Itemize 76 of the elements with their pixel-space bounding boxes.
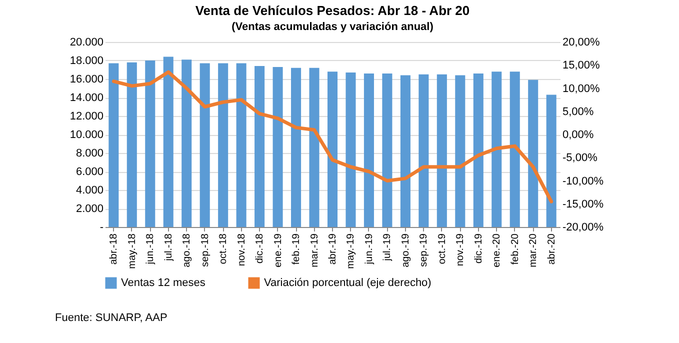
x-tick-label: oct.-18 [218, 233, 230, 264]
x-tick-label: abr.-20 [546, 233, 558, 265]
y-tick-label: 16.000 [70, 74, 104, 86]
legend-label: Variación porcentual (eje derecho) [264, 277, 432, 289]
bar [309, 68, 320, 227]
bar [272, 66, 283, 227]
source-note: Fuente: SUNARP, AAP [55, 312, 168, 324]
y2-tick-label: -10,00% [562, 175, 604, 188]
chart-title: Venta de Vehículos Pesados: Abr 18 - Abr 20 [195, 3, 470, 18]
bar [382, 73, 392, 227]
bar [108, 63, 119, 227]
x-tick-label: jun.-18 [145, 233, 156, 266]
x-tick-label: ene.-20 [492, 233, 503, 268]
y-tick-label: 8.000 [76, 148, 104, 160]
x-tick-label: jul.-19 [382, 233, 394, 262]
x-tick-label: may.-18 [126, 233, 138, 269]
y2-tick-label: -20,00% [562, 222, 604, 234]
y2-tick-label: 20,00% [562, 36, 600, 48]
y-tick-label: - [100, 222, 104, 234]
bar [182, 60, 192, 227]
x-tick-label: sep.-19 [418, 233, 430, 267]
x-tick-label: ene.-19 [272, 233, 284, 268]
x-tick-label: sep.-18 [200, 233, 211, 267]
bar [254, 66, 265, 227]
x-tick-label: mar.-19 [309, 233, 320, 268]
bar [346, 72, 356, 227]
x-tick-label: ago.-18 [182, 233, 193, 268]
bar [364, 73, 374, 227]
bar [145, 60, 156, 227]
x-tick-label: nov.-19 [455, 233, 466, 266]
x-tick-label: feb.-20 [510, 233, 521, 265]
x-tick-label: jul.-18 [163, 233, 174, 262]
x-tick-label: oct.-19 [436, 233, 448, 264]
y-tick-label: 20.000 [70, 36, 104, 48]
x-tick-label: dic.-19 [473, 233, 484, 264]
bar [236, 63, 246, 227]
legend-label: Ventas 12 meses [121, 277, 206, 289]
x-tick-label: mar.-20 [528, 233, 540, 268]
x-tick-label: jun.-19 [364, 233, 375, 266]
bar [528, 80, 538, 227]
x-tick-label: abr.-18 [108, 233, 120, 265]
y2-tick-label: 5,00% [562, 106, 594, 118]
x-tick-label: ago.-19 [400, 233, 412, 268]
y2-tick-label: 15,00% [562, 60, 600, 72]
y-tick-label: 12.000 [70, 110, 104, 122]
line-series [112, 70, 554, 204]
bar [400, 75, 410, 227]
bar [492, 72, 502, 227]
x-tick-label: dic.-18 [254, 233, 266, 264]
y2-tick-label: -5,00% [562, 152, 598, 164]
bar [126, 62, 137, 227]
chart-subtitle: (Ventas acumuladas y variación anual) [232, 21, 434, 33]
y2-tick-label: -15,00% [562, 198, 604, 210]
x-tick-label: nov.-18 [236, 233, 248, 266]
x-tick-label: feb.-19 [291, 233, 302, 265]
y-tick-label: 6.000 [76, 166, 104, 178]
y-tick-label: 14.000 [70, 92, 104, 104]
bar [473, 73, 484, 227]
bar [327, 72, 338, 227]
bar [418, 74, 429, 227]
y-tick-label: 2.000 [76, 203, 104, 215]
y-tick-label: 18.000 [70, 55, 104, 67]
bar [291, 68, 302, 227]
y2-tick-label: 10,00% [562, 82, 600, 95]
bar [200, 63, 210, 227]
bar [546, 94, 556, 227]
x-tick-label: abr.-19 [328, 233, 338, 265]
y2-tick-label: 0,00% [562, 129, 594, 141]
x-tick-label: may.-19 [346, 233, 357, 269]
y-tick-label: 4.000 [76, 184, 104, 196]
bar [510, 72, 520, 227]
y-tick-label: 10.000 [70, 129, 104, 141]
bar [455, 75, 466, 227]
bar [436, 74, 447, 227]
bar [163, 56, 174, 227]
bar [218, 63, 228, 227]
